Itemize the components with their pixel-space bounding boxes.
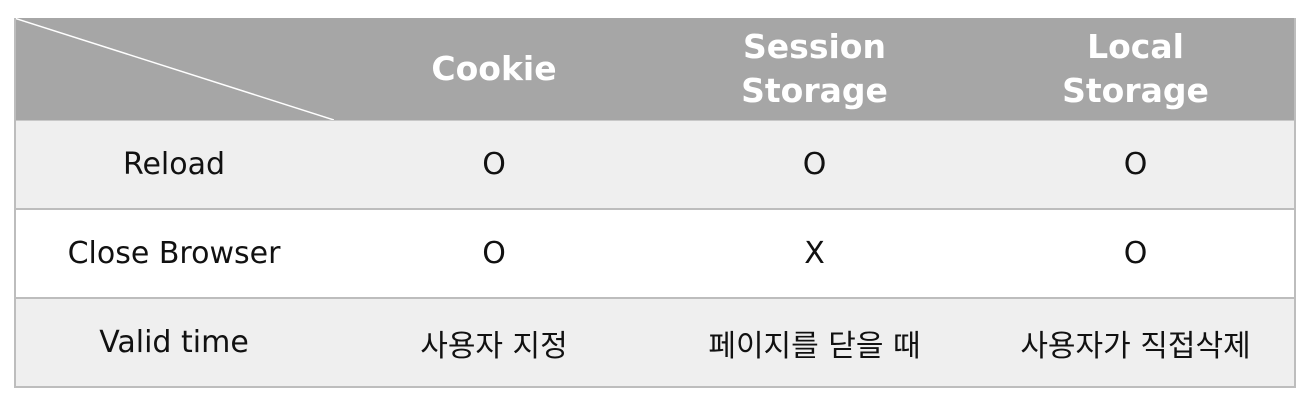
cell-session: X <box>654 209 975 299</box>
header-session-storage: Session Storage <box>654 18 975 121</box>
cell-cookie: O <box>334 209 654 299</box>
row-label: Close Browser <box>14 209 334 299</box>
corner-header-cell <box>14 18 334 121</box>
header-local-line2: Storage <box>1062 70 1209 110</box>
table-row-reload: Reload O O O <box>14 120 1296 210</box>
cell-session: 페이지를 닫을 때 <box>654 298 975 388</box>
header-cookie: Cookie <box>334 18 654 121</box>
row-label: Reload <box>14 120 334 210</box>
table-row-close-browser: Close Browser O X O <box>14 209 1296 299</box>
header-session-line1: Session <box>743 26 886 66</box>
header-cookie-label: Cookie <box>431 48 557 88</box>
cell-session: O <box>654 120 975 210</box>
cell-local: O <box>975 209 1296 299</box>
cell-cookie: O <box>334 120 654 210</box>
cell-cookie: 사용자 지정 <box>334 298 654 388</box>
row-label: Valid time <box>14 298 334 388</box>
storage-comparison-table: Cookie Session Storage Local Storage Rel… <box>14 18 1296 388</box>
table-header-row: Cookie Session Storage Local Storage <box>14 18 1296 121</box>
cell-local: 사용자가 직접삭제 <box>975 298 1296 388</box>
header-local-line1: Local <box>1087 26 1184 66</box>
diagonal-divider <box>14 18 334 120</box>
table-row-valid-time: Valid time 사용자 지정 페이지를 닫을 때 사용자가 직접삭제 <box>14 298 1296 388</box>
header-session-line2: Storage <box>741 70 888 110</box>
cell-local: O <box>975 120 1296 210</box>
header-local-storage: Local Storage <box>975 18 1296 121</box>
